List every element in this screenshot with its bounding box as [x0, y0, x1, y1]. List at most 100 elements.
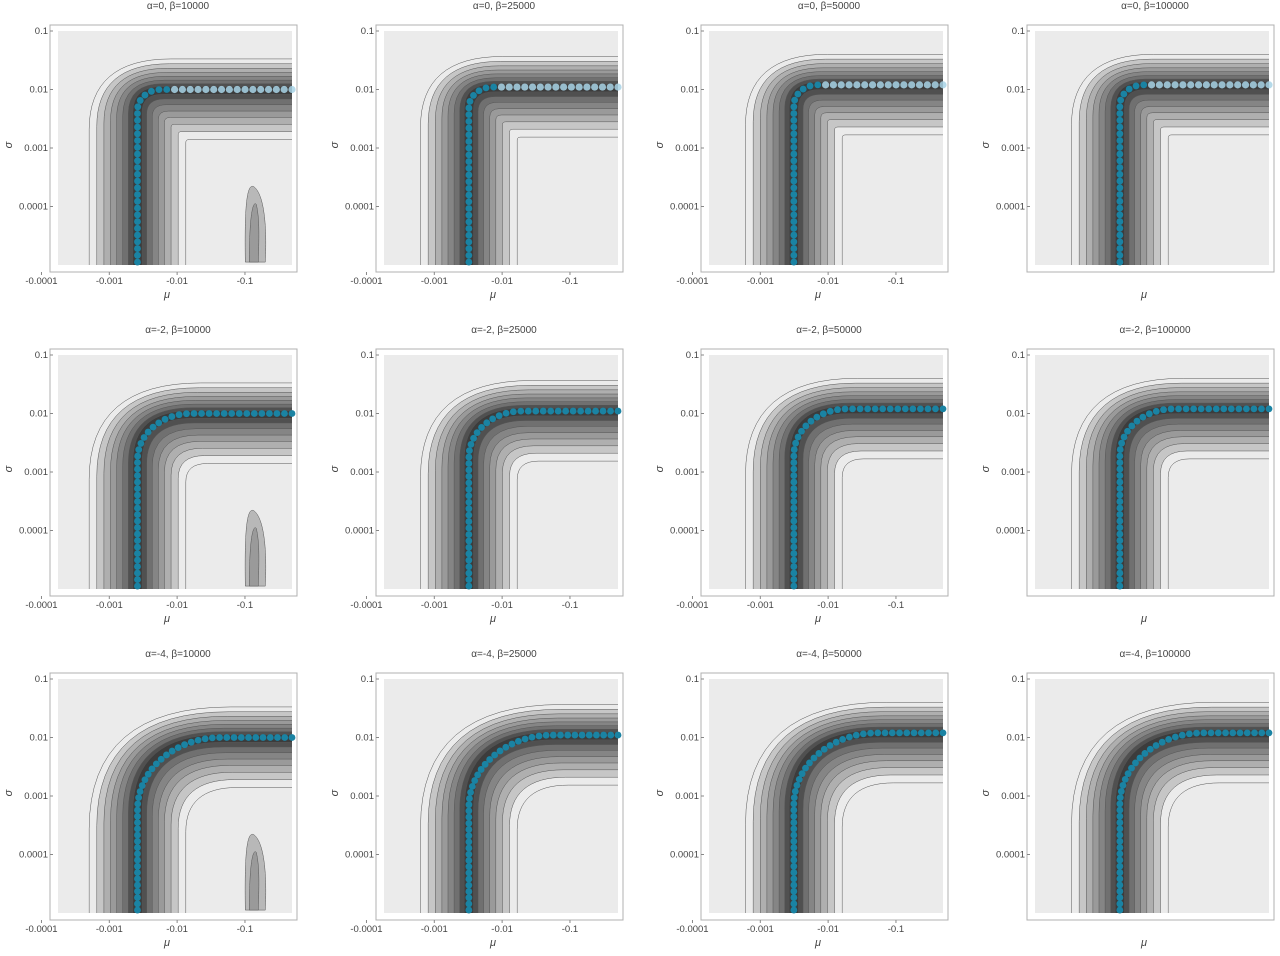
ridge-point — [900, 81, 908, 89]
ridge-point — [1116, 446, 1124, 453]
ridge-point — [1116, 258, 1124, 266]
ridge-point — [790, 906, 798, 914]
ridge-point — [1116, 550, 1124, 557]
ridge-point — [841, 405, 849, 413]
ridge-point — [614, 407, 622, 415]
ridge-point — [1116, 103, 1124, 111]
ridge-point — [521, 83, 529, 91]
ridge-point — [939, 729, 947, 737]
y-tick-label: 0.0001 — [670, 202, 699, 213]
ridge-point — [819, 410, 827, 418]
ridge-point — [598, 83, 607, 91]
ridge-point — [923, 81, 931, 89]
ridge-point — [465, 857, 473, 864]
ridge-point — [834, 406, 841, 414]
ridge-point — [915, 81, 924, 89]
ridge-point — [790, 164, 798, 171]
ridge-point — [1116, 881, 1124, 889]
y-tick-label: 0.0001 — [996, 202, 1025, 213]
ridge-point — [894, 405, 902, 413]
ridge-point — [465, 460, 473, 467]
ridge-point — [564, 731, 572, 739]
ridge-point — [1128, 764, 1135, 772]
ridge-point — [134, 238, 141, 246]
ridge-point — [134, 517, 141, 525]
ridge-point — [871, 405, 879, 413]
ridge-point — [134, 164, 141, 171]
ridge-point — [508, 740, 516, 748]
ridge-point — [134, 831, 141, 839]
y-tick-label: 0.01 — [681, 409, 700, 420]
ridge-point — [465, 863, 473, 871]
y-axis-label: σ — [329, 789, 341, 796]
ridge-point — [1116, 831, 1124, 839]
ridge-point — [274, 734, 281, 741]
ridge-point — [465, 191, 473, 199]
ridge-point — [790, 472, 798, 479]
ridge-point — [1116, 170, 1124, 178]
contour-band — [784, 402, 943, 589]
x-tick-label: -0.01 — [817, 276, 839, 287]
ridge-point — [1234, 81, 1242, 89]
x-tick-label: -0.1 — [888, 924, 904, 935]
ridge-point — [465, 518, 473, 525]
ridge-point — [790, 177, 798, 185]
ridge-point — [1116, 231, 1124, 239]
ridge-point — [826, 742, 834, 749]
ridge-point — [474, 771, 482, 779]
ridge-point — [790, 530, 798, 538]
ridge-point — [134, 511, 141, 518]
x-tick-label: -0.1 — [888, 276, 904, 287]
x-tick-label: -0.0001 — [676, 276, 708, 287]
x-tick-label: -0.01 — [491, 600, 513, 611]
ridge-point — [790, 498, 798, 505]
x-axis-label: μ — [1140, 937, 1147, 949]
ridge-point — [1222, 729, 1229, 737]
ridge-point — [1117, 788, 1125, 795]
ridge-point — [134, 184, 141, 192]
chart-title: α=-2, β=50000 — [796, 325, 862, 336]
ridge-point — [134, 170, 141, 178]
ridge-point — [790, 869, 798, 876]
ridge-path-markers — [134, 734, 296, 914]
ridge-point — [465, 524, 473, 532]
y-tick-label: 0.001 — [350, 143, 374, 154]
y-axis-label: σ — [329, 465, 341, 472]
x-tick-label: -0.1 — [237, 276, 253, 287]
ridge-point — [794, 433, 802, 441]
ridge-point — [505, 83, 513, 91]
ridge-point — [524, 407, 532, 415]
ridge-point — [465, 906, 473, 914]
ridge-point — [465, 158, 473, 165]
ridge-point — [1152, 742, 1160, 749]
ridge-point — [802, 764, 809, 772]
ridge-point — [1120, 90, 1128, 98]
chart-panel: α=-2, β=10000 -0.1 -0.01 -0.001 -0.0001 0.1 0.… — [3, 325, 298, 625]
ridge-point — [465, 894, 473, 902]
y-tick-label: 0.001 — [1001, 143, 1025, 154]
ridge-point — [465, 875, 473, 883]
ridge-point — [567, 83, 575, 91]
ridge-point — [181, 741, 188, 749]
ridge-point — [932, 729, 940, 737]
ridge-point — [607, 407, 614, 415]
ridge-point — [1116, 191, 1124, 198]
ridge-point — [245, 734, 252, 741]
y-axis-label: σ — [980, 789, 992, 796]
chart-panel: α=0, β=25000 -0.1 -0.01 -0.001 -0.0001 0.1 0.0… — [25, 1, 624, 301]
contour-band — [789, 729, 943, 913]
ridge-point — [135, 446, 143, 454]
ridge-point — [467, 788, 474, 796]
contour-band — [772, 395, 943, 589]
chart-title: α=0, β=25000 — [473, 1, 536, 12]
ridge-point — [141, 776, 149, 784]
ridge-point — [790, 116, 798, 124]
ridge-point — [1116, 472, 1124, 479]
ridge-point — [790, 143, 798, 151]
ridge-point — [790, 812, 798, 820]
ridge-path-markers — [465, 83, 622, 266]
ridge-point — [134, 231, 141, 239]
ridge-point — [465, 563, 473, 571]
x-tick-label: -0.0001 — [350, 924, 382, 935]
ridge-point — [888, 729, 896, 737]
